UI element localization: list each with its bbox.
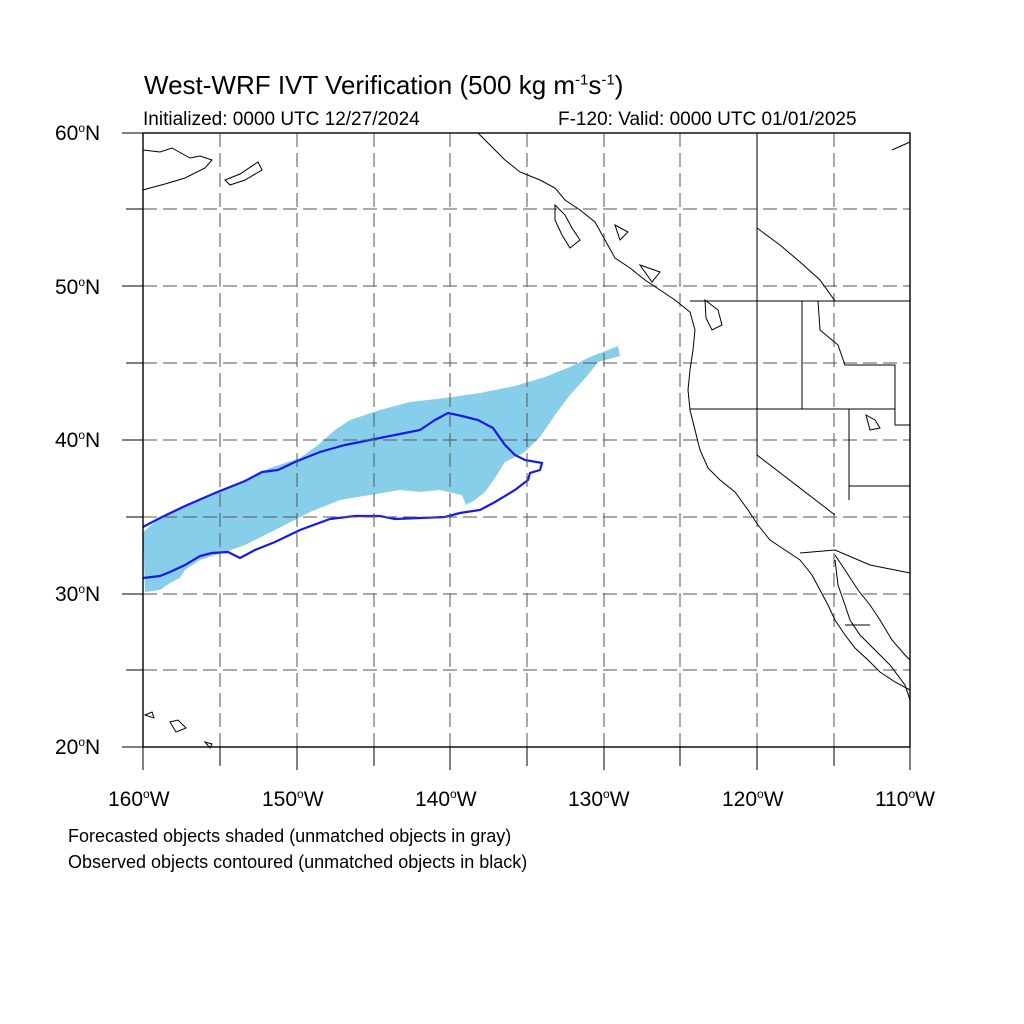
initialized-time: Initialized: 0000 UTC 12/27/2024 <box>143 109 420 130</box>
legend-note-forecast: Forecasted objects shaded (unmatched obj… <box>68 826 512 846</box>
lon-label-130: 130oW <box>568 787 630 811</box>
map-title: West-WRF IVT Verification (500 kg m-1s-1… <box>144 70 624 100</box>
lat-label-60: 60oN <box>55 121 101 145</box>
valid-time: F-120: Valid: 0000 UTC 01/01/2025 <box>558 109 857 130</box>
political-borders <box>690 133 911 626</box>
lat-label-20: 20oN <box>55 735 101 759</box>
forecast-object-shaded <box>143 346 620 592</box>
lon-label-110: 110oW <box>875 787 935 811</box>
lon-label-150: 150oW <box>262 787 324 811</box>
coastlines <box>142 132 911 749</box>
axis-ticks <box>122 132 911 770</box>
legend-note-observed: Observed objects contoured (unmatched ob… <box>68 852 528 872</box>
lon-label-120: 120oW <box>722 787 784 811</box>
lon-label-140: 140oW <box>415 787 477 811</box>
lat-label-50: 50oN <box>55 275 101 299</box>
lon-label-160: 160oW <box>108 787 170 811</box>
graticule <box>143 133 910 747</box>
lat-label-30: 30oN <box>55 582 101 606</box>
observed-object-contour <box>142 411 544 580</box>
lat-label-40: 40oN <box>55 428 101 452</box>
